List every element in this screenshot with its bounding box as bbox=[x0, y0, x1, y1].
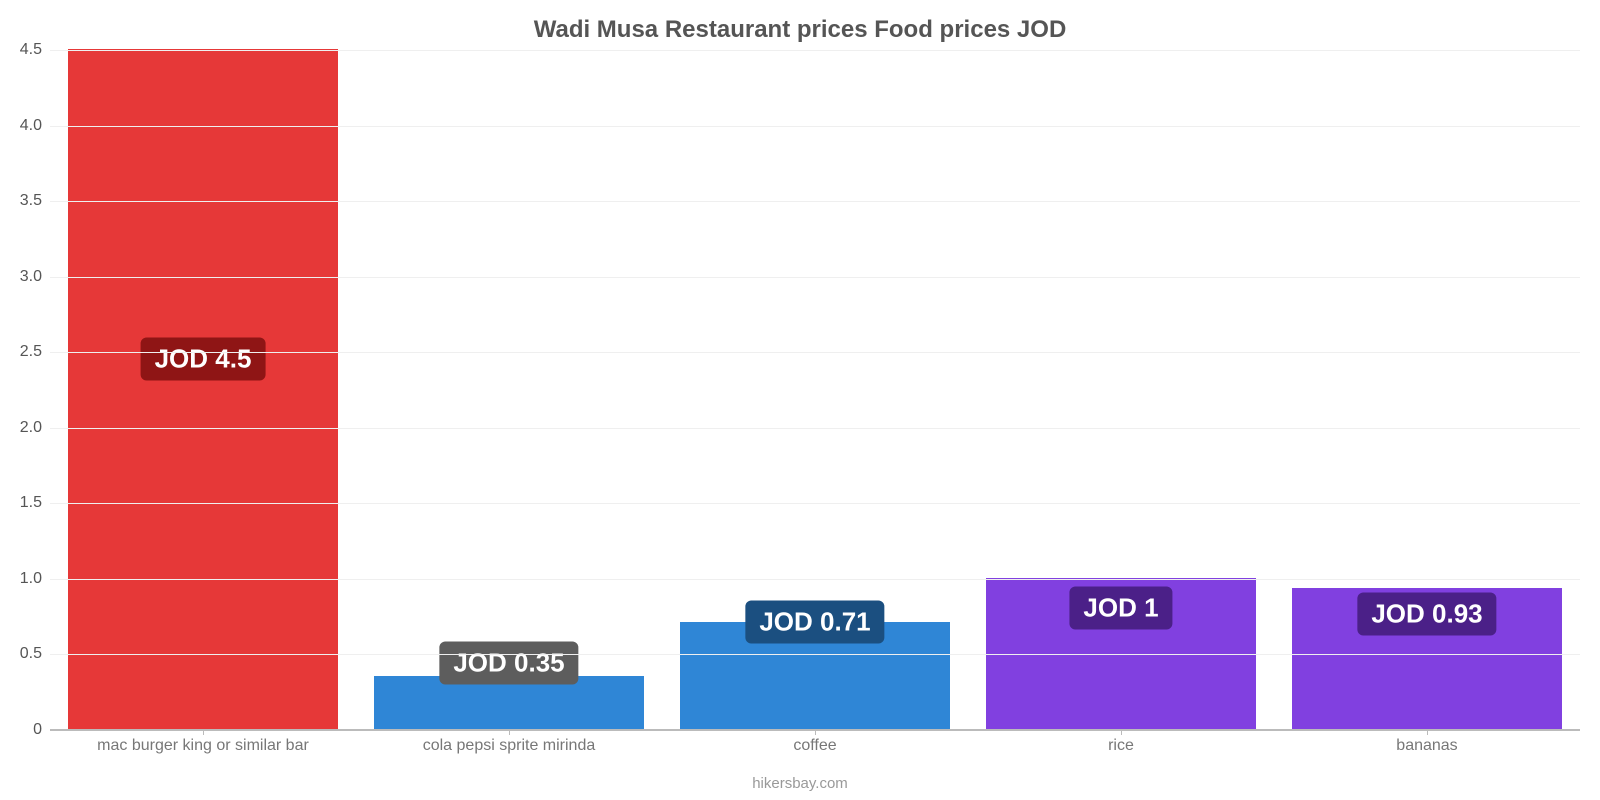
source-attribution: hikersbay.com bbox=[0, 775, 1600, 792]
y-axis-label: 2.0 bbox=[20, 419, 42, 437]
bars-layer: mac burger king or similar barJOD 4.5 col… bbox=[50, 50, 1580, 729]
bar: mac burger king or similar barJOD 4.5 bbox=[68, 49, 337, 729]
gridline bbox=[50, 201, 1580, 202]
y-axis-label: 4.5 bbox=[20, 41, 42, 59]
bar: cola pepsi sprite mirindaJOD 0.35 bbox=[374, 676, 643, 729]
value-badge: JOD 0.93 bbox=[1357, 593, 1496, 636]
value-badge: JOD 1 bbox=[1069, 587, 1172, 630]
value-badge: JOD 0.71 bbox=[745, 600, 884, 643]
x-axis-label: coffee bbox=[793, 737, 836, 755]
gridline bbox=[50, 352, 1580, 353]
chart-title: Wadi Musa Restaurant prices Food prices … bbox=[0, 16, 1600, 44]
x-axis-label: bananas bbox=[1396, 737, 1457, 755]
gridline bbox=[50, 428, 1580, 429]
gridline bbox=[50, 579, 1580, 580]
x-axis-label: cola pepsi sprite mirinda bbox=[423, 737, 596, 755]
y-axis-label: 2.5 bbox=[20, 343, 42, 361]
bar: coffeeJOD 0.71 bbox=[680, 622, 949, 729]
y-axis-label: 0 bbox=[33, 721, 42, 739]
y-axis-label: 1.5 bbox=[20, 494, 42, 512]
x-tick bbox=[1121, 729, 1122, 735]
gridline bbox=[50, 126, 1580, 127]
x-axis-label: mac burger king or similar bar bbox=[97, 737, 309, 755]
x-axis-label: rice bbox=[1108, 737, 1134, 755]
value-badge: JOD 4.5 bbox=[141, 337, 266, 380]
y-axis-label: 0.5 bbox=[20, 645, 42, 663]
y-axis-label: 3.0 bbox=[20, 268, 42, 286]
gridline bbox=[50, 503, 1580, 504]
bar: riceJOD 1 bbox=[986, 578, 1255, 729]
gridline bbox=[50, 654, 1580, 655]
value-badge: JOD 0.35 bbox=[439, 641, 578, 684]
x-tick bbox=[815, 729, 816, 735]
plot-area: mac burger king or similar barJOD 4.5 col… bbox=[50, 50, 1580, 730]
y-axis-label: 1.0 bbox=[20, 570, 42, 588]
x-tick bbox=[509, 729, 510, 735]
y-axis-label: 3.5 bbox=[20, 192, 42, 210]
gridline bbox=[50, 50, 1580, 51]
bar: bananasJOD 0.93 bbox=[1292, 588, 1561, 729]
x-tick bbox=[203, 729, 204, 735]
x-tick bbox=[1427, 729, 1428, 735]
gridline bbox=[50, 277, 1580, 278]
y-axis-label: 4.0 bbox=[20, 117, 42, 135]
price-bar-chart: Wadi Musa Restaurant prices Food prices … bbox=[0, 0, 1600, 800]
